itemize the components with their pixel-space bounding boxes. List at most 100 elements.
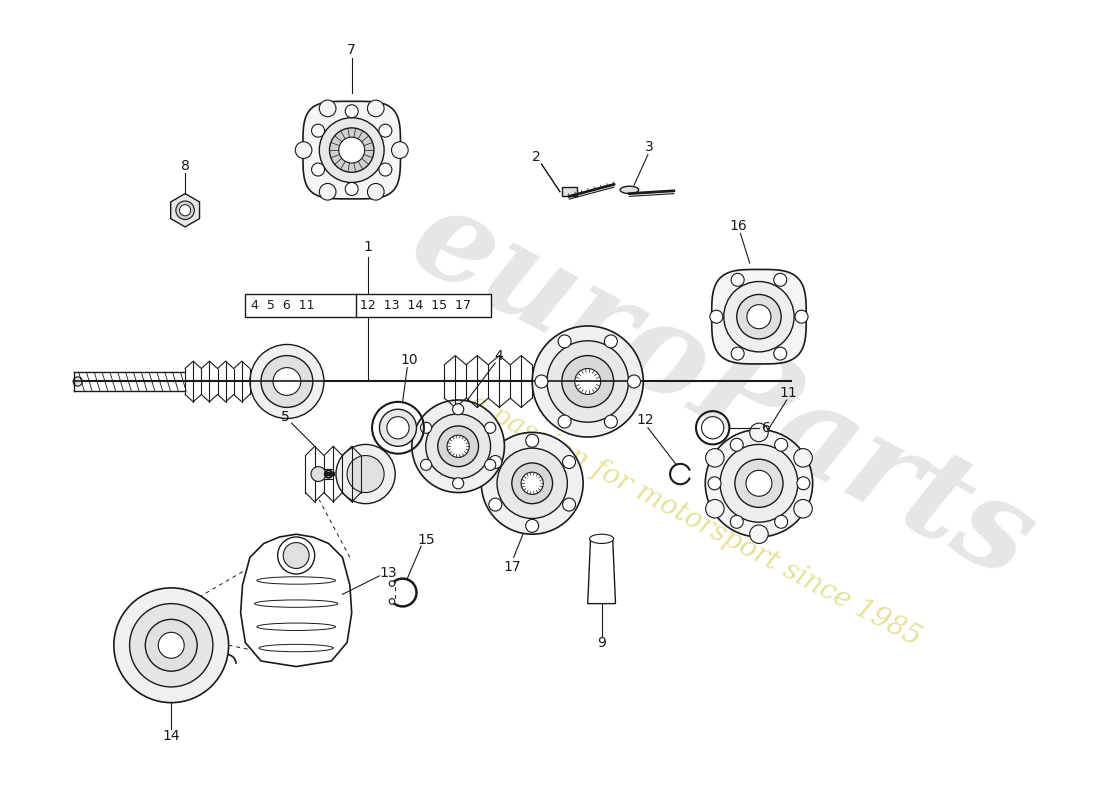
Circle shape <box>705 499 724 518</box>
Circle shape <box>521 472 543 494</box>
Circle shape <box>145 619 197 671</box>
Text: 12  13  14  15  17: 12 13 14 15 17 <box>361 298 471 312</box>
Text: 10: 10 <box>400 354 418 367</box>
Circle shape <box>730 438 744 451</box>
Circle shape <box>488 455 502 469</box>
Polygon shape <box>241 534 352 666</box>
Circle shape <box>319 100 336 117</box>
Circle shape <box>732 347 744 360</box>
Circle shape <box>562 355 614 407</box>
Polygon shape <box>587 539 616 604</box>
Circle shape <box>558 335 571 348</box>
Circle shape <box>750 525 768 543</box>
Circle shape <box>732 274 744 286</box>
Circle shape <box>774 515 788 528</box>
Text: 4: 4 <box>495 349 503 362</box>
Circle shape <box>330 128 374 172</box>
Circle shape <box>367 183 384 200</box>
Circle shape <box>535 375 548 388</box>
Circle shape <box>710 310 723 323</box>
Circle shape <box>512 463 552 504</box>
Text: 6: 6 <box>762 421 771 434</box>
Circle shape <box>261 355 312 407</box>
Circle shape <box>277 537 315 574</box>
Text: 2: 2 <box>532 150 541 163</box>
Circle shape <box>273 368 300 395</box>
Text: 8: 8 <box>180 159 189 173</box>
Circle shape <box>796 477 810 490</box>
Circle shape <box>604 415 617 428</box>
Circle shape <box>389 598 395 604</box>
Circle shape <box>345 105 359 118</box>
Circle shape <box>319 118 384 182</box>
Bar <box>245 294 491 317</box>
Circle shape <box>720 445 798 522</box>
Text: 15: 15 <box>417 533 434 546</box>
Circle shape <box>452 478 464 489</box>
Circle shape <box>158 632 184 658</box>
Circle shape <box>311 124 324 137</box>
Circle shape <box>179 205 190 216</box>
Circle shape <box>773 347 786 360</box>
Circle shape <box>339 137 365 163</box>
Circle shape <box>389 581 395 586</box>
Circle shape <box>482 432 583 534</box>
Circle shape <box>319 183 336 200</box>
Polygon shape <box>302 102 400 199</box>
Text: 9: 9 <box>597 637 606 650</box>
Polygon shape <box>170 194 199 227</box>
Text: 13: 13 <box>379 566 397 580</box>
Circle shape <box>526 434 539 447</box>
Circle shape <box>627 375 640 388</box>
Circle shape <box>336 445 395 504</box>
Circle shape <box>378 124 392 137</box>
Circle shape <box>497 448 568 518</box>
Text: 14: 14 <box>163 729 180 743</box>
Bar <box>562 187 576 196</box>
Circle shape <box>426 414 491 478</box>
Circle shape <box>730 515 744 528</box>
Circle shape <box>702 417 724 439</box>
Circle shape <box>750 423 768 442</box>
Circle shape <box>794 499 812 518</box>
Circle shape <box>705 430 813 537</box>
Circle shape <box>747 305 771 329</box>
Circle shape <box>724 282 794 352</box>
Circle shape <box>737 294 781 339</box>
Circle shape <box>73 377 82 386</box>
Circle shape <box>283 542 309 569</box>
Circle shape <box>774 438 788 451</box>
Text: 1: 1 <box>363 240 372 254</box>
Circle shape <box>735 459 783 507</box>
Circle shape <box>452 404 464 415</box>
Circle shape <box>488 498 502 511</box>
Circle shape <box>420 422 431 434</box>
Text: 17: 17 <box>503 559 520 574</box>
Circle shape <box>367 100 384 117</box>
Circle shape <box>485 459 496 470</box>
Circle shape <box>387 417 409 439</box>
Circle shape <box>411 400 505 493</box>
Circle shape <box>547 341 628 422</box>
Circle shape <box>176 201 195 219</box>
Circle shape <box>130 604 213 687</box>
Circle shape <box>311 163 324 176</box>
Circle shape <box>447 435 470 458</box>
Circle shape <box>311 466 326 482</box>
Ellipse shape <box>590 534 614 543</box>
Text: 7: 7 <box>348 43 356 57</box>
Text: a passion for motorsport since 1985: a passion for motorsport since 1985 <box>463 389 925 651</box>
Circle shape <box>295 142 312 158</box>
Circle shape <box>345 182 359 195</box>
Ellipse shape <box>620 186 639 194</box>
Circle shape <box>438 426 478 466</box>
Circle shape <box>485 422 496 434</box>
Circle shape <box>746 470 772 496</box>
Text: 5: 5 <box>280 410 289 424</box>
Circle shape <box>379 410 417 446</box>
Circle shape <box>392 142 408 158</box>
Text: 11: 11 <box>780 386 798 399</box>
Circle shape <box>562 498 575 511</box>
Circle shape <box>526 519 539 532</box>
Text: 4  5  6  11: 4 5 6 11 <box>251 298 315 312</box>
